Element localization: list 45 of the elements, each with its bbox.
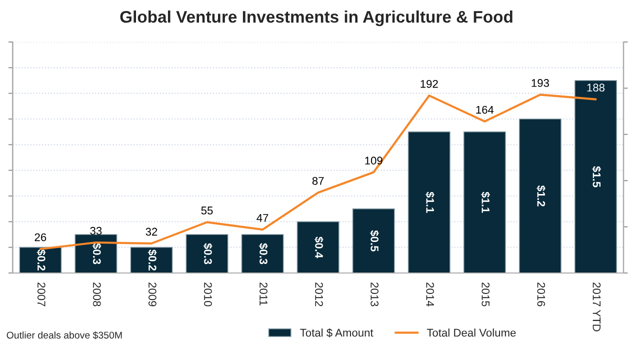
x-tick-label: 2012 — [315, 282, 323, 306]
bar — [296, 221, 340, 273]
data-label: 87 — [312, 176, 324, 185]
bar — [130, 246, 173, 273]
x-tick-label: 2010 — [204, 282, 212, 306]
data-label: 164 — [476, 106, 494, 114]
legend-label: Total $ Amount — [300, 328, 374, 338]
chart-title: Global Venture Investments in Agriculture & Food — [120, 10, 512, 26]
data-label: 188 — [587, 84, 605, 92]
data-label: $0.2 — [148, 250, 157, 271]
bar — [463, 131, 506, 273]
bar — [352, 208, 395, 273]
x-tick-label: 2011 — [260, 282, 268, 306]
data-label: 193 — [532, 79, 549, 87]
data-label: 32 — [146, 228, 158, 236]
bar — [574, 80, 617, 273]
x-tick-label: 2016 — [537, 282, 546, 306]
x-tick-label: 2017 YTD — [592, 282, 601, 332]
data-label: 192 — [420, 80, 438, 88]
text: Outlier deals above $350M — [6, 331, 122, 340]
bar — [241, 234, 284, 273]
x-tick-label: 2008 — [92, 282, 101, 306]
data-label: $0.3 — [203, 243, 212, 264]
data-label: 26 — [34, 233, 46, 242]
data-label: $0.3 — [92, 243, 102, 264]
data-label: $0.4 — [314, 236, 324, 258]
data-label: $1.2 — [536, 185, 546, 206]
data-label: 47 — [256, 214, 268, 222]
legend-label: Total Deal Volume — [426, 328, 516, 337]
data-label: $0.5 — [370, 230, 379, 252]
bar — [186, 234, 228, 273]
x-tick-label: 2015 — [482, 282, 490, 306]
data-label: $1.5 — [592, 166, 602, 188]
bar — [408, 131, 450, 273]
data-label: $0.3 — [258, 243, 268, 264]
x-tick-label: 2014 — [426, 282, 434, 306]
x-tick-label: 2009 — [148, 282, 156, 306]
data-label: $0.2 — [36, 250, 46, 271]
x-tick-label: 2013 — [370, 282, 378, 306]
data-label: $1.1 — [480, 192, 490, 213]
data-label: 33 — [90, 226, 102, 235]
data-label: 55 — [201, 206, 213, 214]
data-label: $1.1 — [425, 192, 435, 213]
bar — [518, 118, 562, 273]
x-tick-label: 2007 — [37, 282, 46, 306]
